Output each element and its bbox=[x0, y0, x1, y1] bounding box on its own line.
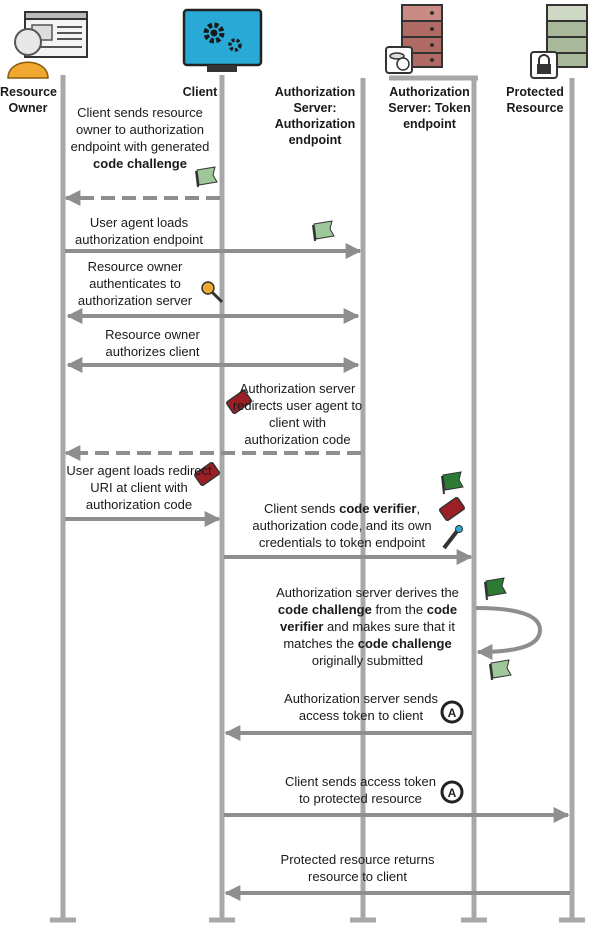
step-9-label: Authorization server sends access token … bbox=[284, 691, 438, 723]
flag-icon-code-challenge-3 bbox=[489, 659, 512, 681]
lifelines bbox=[60, 75, 575, 920]
token-endpoint-server-icon bbox=[385, 4, 443, 74]
arrow-step-8-self bbox=[475, 606, 543, 660]
ticket-icon-auth-code-1 bbox=[226, 389, 252, 415]
flag-icon-code-verifier-2 bbox=[484, 577, 507, 601]
step-5-label: Authorization server redirects user agen… bbox=[232, 381, 363, 447]
access-token-icon-2: A bbox=[440, 780, 464, 804]
actor-client: Client bbox=[182, 85, 218, 99]
flag-icon-code-challenge-2 bbox=[312, 220, 335, 242]
access-token-letter-1: A bbox=[448, 706, 457, 720]
actor-protected-resource: Protected Resource bbox=[506, 85, 564, 115]
actor-resource-owner: Resource Owner bbox=[0, 85, 57, 115]
step-8-label: Authorization server derives the code ch… bbox=[276, 585, 459, 668]
step-2-label: User agent loads authorization endpoint bbox=[75, 215, 203, 247]
key-icon bbox=[201, 281, 224, 304]
step-3-label: Resource owner authenticates to authoriz… bbox=[77, 259, 193, 308]
ticket-icon-auth-code-3 bbox=[439, 496, 465, 522]
step-10-label: Client sends access token to protected r… bbox=[284, 774, 437, 806]
actor-auth-endpoint: Authorization Server: Authorization endp… bbox=[274, 85, 356, 147]
access-token-icon-1: A bbox=[440, 700, 464, 724]
flag-icon-code-challenge-1 bbox=[195, 166, 218, 188]
step-1-label: Client sends resource owner to authoriza… bbox=[70, 105, 210, 171]
flag-icon-code-verifier-1 bbox=[441, 471, 464, 495]
resource-owner-icon bbox=[7, 11, 88, 79]
messages bbox=[64, 190, 570, 901]
step-11-label: Protected resource returns resource to c… bbox=[280, 852, 435, 884]
pen-credentials-icon bbox=[442, 525, 463, 550]
step-7-label: Client sends code verifier, authorizatio… bbox=[252, 501, 432, 550]
client-monitor-icon bbox=[182, 8, 263, 72]
step-4-label: Resource owner authorizes client bbox=[105, 327, 200, 359]
step-6-label: User agent loads redirect URI at client … bbox=[66, 463, 212, 512]
actor-token-endpoint: Authorization Server: Token endpoint bbox=[388, 85, 471, 131]
access-token-letter-2: A bbox=[448, 786, 457, 800]
protected-resource-server-icon bbox=[530, 4, 588, 79]
ticket-icon-auth-code-2 bbox=[194, 461, 220, 487]
